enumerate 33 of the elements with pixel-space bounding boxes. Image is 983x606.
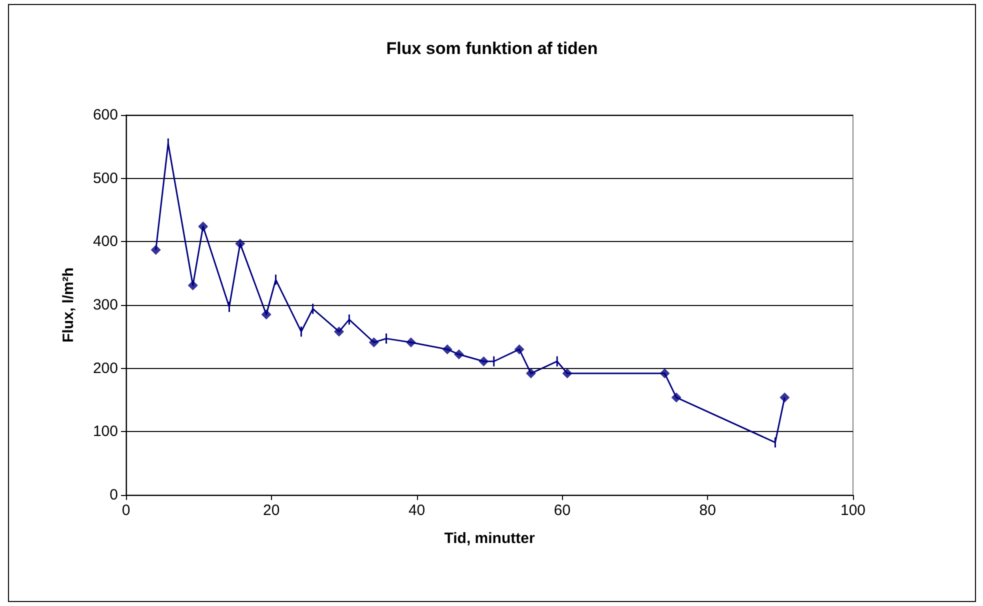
point xyxy=(368,337,379,348)
point xyxy=(235,238,246,249)
x-tick-label: 60 xyxy=(554,502,571,519)
y-tick-label: 100 xyxy=(92,423,118,440)
point xyxy=(188,280,198,290)
x-tick-label: 80 xyxy=(699,502,716,519)
chart-title: Flux som funktion af tiden xyxy=(386,39,598,58)
point xyxy=(478,356,489,366)
y-axis-title: Flux, l/m²h xyxy=(60,268,77,342)
x-tick-label: 20 xyxy=(263,502,280,519)
point xyxy=(526,368,536,378)
point xyxy=(442,344,452,354)
x-tick-label: 0 xyxy=(122,502,130,519)
point xyxy=(150,244,161,255)
y-tick-label: 400 xyxy=(92,233,118,250)
point xyxy=(562,368,572,378)
point xyxy=(198,221,208,232)
x-tick-label: 100 xyxy=(840,502,866,519)
point xyxy=(406,337,416,348)
point xyxy=(334,326,344,337)
point xyxy=(780,392,790,402)
x-tick-label: 40 xyxy=(408,502,426,519)
point xyxy=(660,368,670,378)
point xyxy=(671,392,682,402)
y-tick-label: 300 xyxy=(92,296,118,314)
point xyxy=(514,344,524,354)
point xyxy=(454,349,464,360)
y-tick-label: 200 xyxy=(92,360,118,377)
y-tick-label: 600 xyxy=(92,106,118,124)
y-tick-label: 0 xyxy=(110,486,118,504)
point xyxy=(261,310,272,320)
y-tick-label: 500 xyxy=(92,170,118,187)
x-axis-title: Tid, minutter xyxy=(444,530,535,547)
